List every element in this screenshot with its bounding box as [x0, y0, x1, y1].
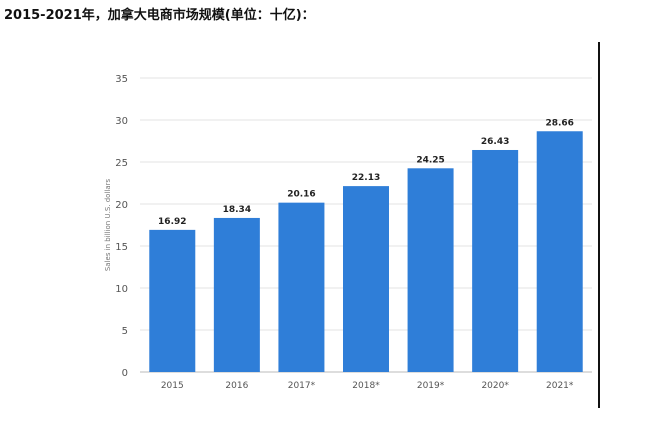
y-tick-label: 15 — [115, 242, 128, 253]
y-tick-label: 10 — [115, 284, 128, 295]
y-tick-label: 35 — [115, 74, 128, 85]
x-tick-label: 2016 — [225, 381, 248, 391]
y-tick-label: 20 — [115, 200, 128, 211]
bar-value-label: 18.34 — [223, 205, 251, 215]
x-tick-label: 2017* — [288, 381, 316, 391]
y-tick-label: 5 — [122, 326, 128, 337]
x-tick-label: 2015 — [161, 381, 184, 391]
bar-value-label: 28.66 — [545, 118, 573, 128]
x-tick-label: 2021* — [546, 381, 574, 391]
bar-value-label: 16.92 — [158, 217, 186, 227]
bar-value-label: 26.43 — [481, 137, 509, 147]
bar — [213, 217, 260, 372]
x-tick-label: 2020* — [481, 381, 509, 391]
y-axis-label: Sales in billion U.S. dollars — [104, 179, 112, 272]
bars: 16.92 18.34 20.16 22.13 24.25 26.43 28.66 — [149, 118, 583, 372]
y-tick-label: 30 — [115, 116, 128, 127]
y-axis-ticks: 0 5 10 15 20 25 30 35 — [115, 74, 128, 379]
bar-value-label: 22.13 — [352, 173, 380, 183]
bar — [278, 202, 325, 372]
bar — [407, 168, 454, 372]
divider-line — [598, 42, 600, 408]
x-axis-ticks: 2015 2016 2017* 2018* 2019* 2020* 2021* — [161, 381, 574, 391]
page-title: 2015-2021年，加拿大电商市场规模(单位：十亿)： — [4, 8, 315, 23]
bar — [536, 131, 583, 372]
bar — [472, 149, 519, 372]
y-tick-label: 25 — [115, 158, 128, 169]
bar-value-label: 20.16 — [287, 190, 315, 200]
x-tick-label: 2019* — [417, 381, 445, 391]
bar-value-label: 24.25 — [416, 155, 444, 165]
bar — [149, 229, 196, 372]
x-tick-label: 2018* — [352, 381, 380, 391]
bar — [343, 186, 389, 372]
y-tick-label: 0 — [122, 368, 128, 379]
